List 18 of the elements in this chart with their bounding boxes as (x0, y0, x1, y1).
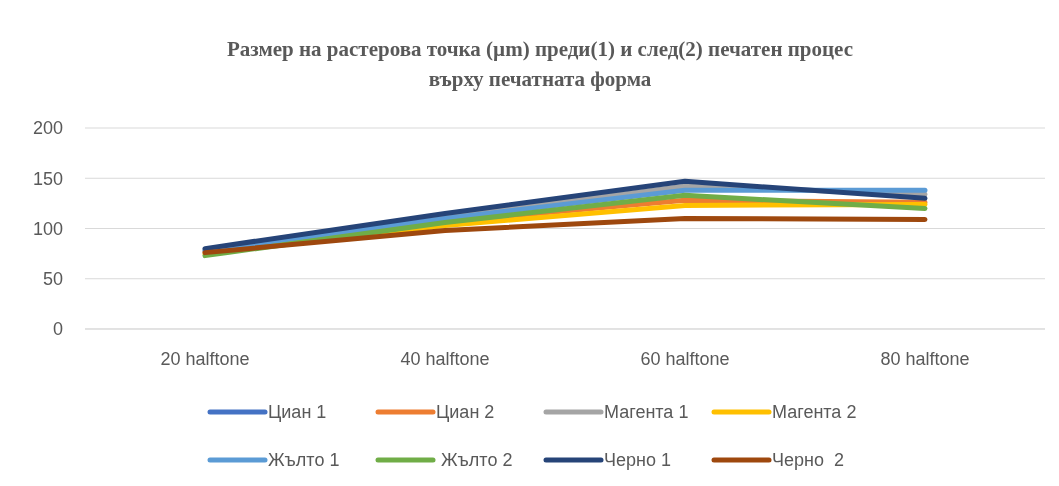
x-tick-label: 80 halftone (880, 349, 970, 369)
chart-title: Размер на растерова точка (µm) преди(1) и след(2) печатен процес върху печатната форма (226, 37, 854, 91)
legend-label: Магента 1 (604, 402, 689, 423)
legend-label: Циан 1 (268, 402, 327, 423)
x-tick-label: 40 halftone (400, 349, 490, 369)
y-tick-label: 0 (52, 319, 63, 340)
y-tick-label: 150 (32, 168, 63, 189)
legend-label: Жълто 1 (268, 450, 340, 471)
y-tick-label: 100 (32, 218, 63, 239)
legend-label: Циан 2 (436, 402, 495, 423)
legend-label: Черно 1 (604, 450, 671, 471)
y-tick-label: 50 (42, 269, 63, 290)
legend-label: Жълто 2 (436, 450, 513, 471)
x-tick-label: 20 halftone (160, 349, 250, 369)
y-tick-label: 200 (32, 118, 63, 139)
legend-label: Магента 2 (772, 402, 857, 423)
x-tick-label: 60 halftone (640, 349, 730, 369)
legend-label: Черно 2 (772, 450, 844, 471)
